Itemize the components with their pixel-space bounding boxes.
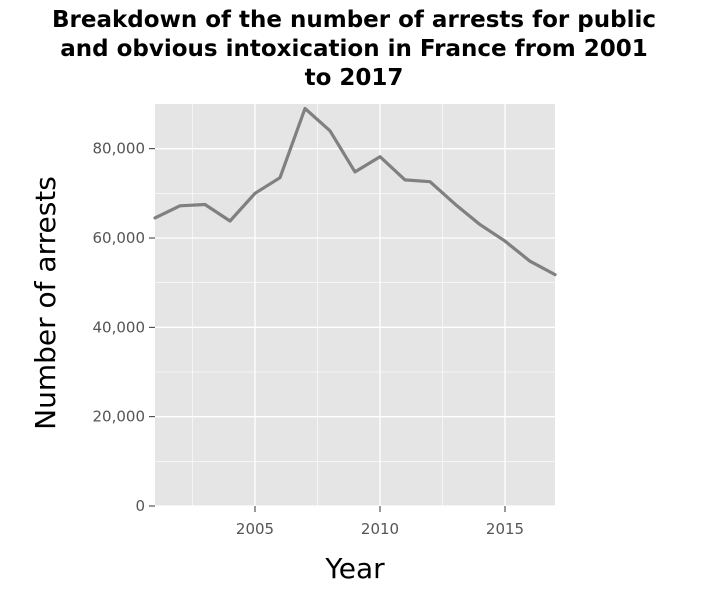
x-tick-label: 2010	[361, 520, 399, 538]
series-line	[153, 106, 557, 277]
y-tick-label: 60,000	[93, 229, 146, 247]
y-tick-label: 40,000	[93, 318, 146, 336]
chart-title: Breakdown of the number of arrests for p…	[0, 6, 708, 93]
grid-layer	[155, 104, 555, 507]
x-tick-label: 2015	[486, 520, 524, 538]
x-tick-label: 2005	[236, 520, 274, 538]
plot-panel	[155, 104, 555, 506]
y-tick-label: 0	[135, 497, 145, 515]
series-layer	[153, 106, 557, 277]
y-axis-title: Number of arrests	[29, 176, 62, 430]
y-tick-label: 80,000	[93, 140, 146, 158]
x-axis-title: Year	[324, 552, 385, 585]
chart-title-line-3: to 2017	[304, 65, 404, 91]
y-tick-label: 20,000	[93, 408, 146, 426]
chart-title-line-1: Breakdown of the number of arrests for p…	[52, 7, 656, 33]
axis-layer: 0 20,000 40,000 60,000 80,000 2005 2010 2015	[93, 140, 525, 538]
chart-title-line-2: and obvious intoxication in France from …	[60, 36, 648, 62]
